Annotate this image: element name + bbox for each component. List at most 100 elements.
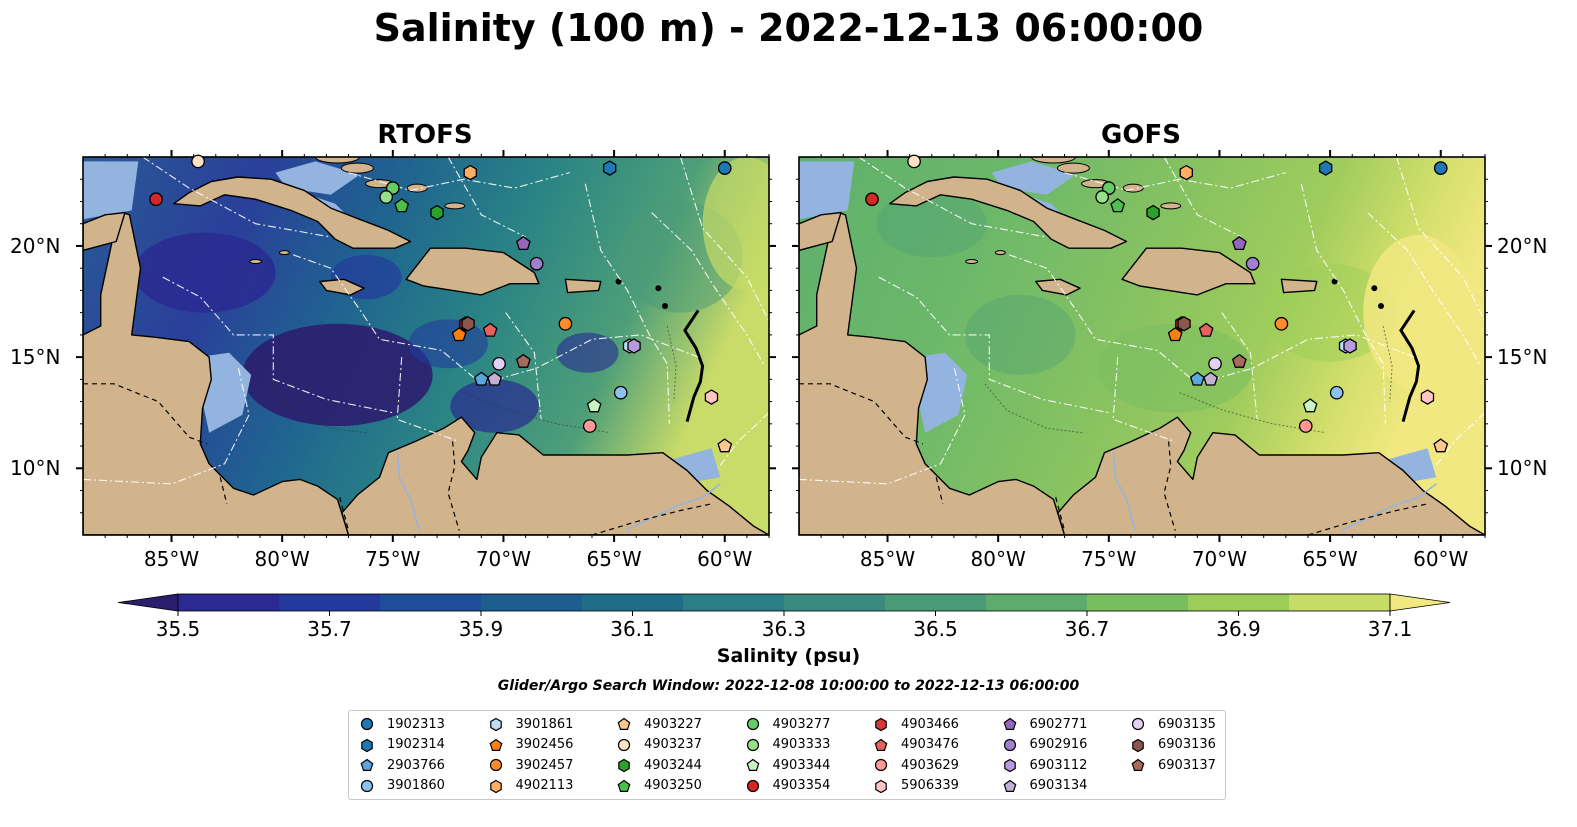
colorbar-swatch <box>683 594 785 611</box>
circle-marker-icon <box>1131 717 1145 731</box>
legend-label: 4903354 <box>772 778 831 793</box>
lon-tick-label: 85°W <box>859 547 916 571</box>
lon-tick-label: 65°W <box>586 547 642 571</box>
float-marker-6902916 <box>529 256 544 271</box>
legend-item: 4903629 <box>873 756 959 774</box>
lat-tick-label: 10°N <box>1497 456 1548 481</box>
pentagon-marker-icon <box>1131 758 1145 771</box>
panel-title-rtofs: RTOFS <box>377 120 473 150</box>
panel-title-gofs: GOFS <box>1101 120 1181 150</box>
land-southAm <box>1057 416 1485 535</box>
colorbar-tick-label: 35.5 <box>155 617 201 641</box>
legend-label: 6902916 <box>1029 737 1088 752</box>
legend-item: 6903135 <box>1130 715 1216 733</box>
float-marker-4903333 <box>1095 190 1110 204</box>
legend-label: 6903136 <box>1158 737 1216 752</box>
float-marker-4903244 <box>430 204 444 221</box>
colorbar-tick-label: 35.9 <box>458 617 504 641</box>
land-yucatanTop <box>83 211 126 252</box>
hexagon-marker-icon <box>875 717 887 732</box>
continental-shelf <box>991 161 1076 195</box>
legend-item: 4902113 <box>488 777 574 795</box>
float-marker-4903227 <box>1433 438 1449 453</box>
colorbar-tick-label: 36.5 <box>913 617 958 641</box>
legend-item: 4903244 <box>616 756 702 774</box>
float-marker-3902457 <box>1274 316 1289 331</box>
continental-shelf <box>1387 448 1437 482</box>
page-title: Salinity (100 m) - 2022-12-13 06:00:00 <box>373 6 1204 50</box>
float-marker-4903250 <box>1110 198 1126 213</box>
legend-item: 3901861 <box>488 715 573 733</box>
legend-item: 4903277 <box>745 715 830 733</box>
eez-boundary <box>679 157 769 322</box>
float-marker-4903237 <box>191 154 205 169</box>
eez-boundary <box>396 357 460 443</box>
legend-label: 4903244 <box>644 757 702 773</box>
float-marker-4903354 <box>149 192 163 207</box>
float-marker-6903137 <box>515 353 531 368</box>
colorbar-tick-label: 37.1 <box>1367 617 1413 641</box>
legend-item: 6902771 <box>1002 715 1087 733</box>
float-marker-4903629 <box>582 419 597 433</box>
continental-shelf <box>83 161 139 220</box>
legend-item: 6903136 <box>1130 736 1216 754</box>
legend-label: 6903112 <box>1029 757 1088 773</box>
eez-boundary <box>651 212 766 367</box>
circle-marker-icon <box>617 738 631 751</box>
legend-label: 6903134 <box>1029 778 1088 793</box>
float-marker-4903227 <box>717 438 733 453</box>
legend-item: 6903112 <box>1002 756 1088 774</box>
eez-boundary <box>1009 254 1415 385</box>
legend-item: 1902314 <box>359 736 445 754</box>
eez-boundary <box>505 312 542 420</box>
legend-label: 4903466 <box>901 716 959 732</box>
float-marker-4903476 <box>482 322 498 337</box>
legend-label: 4902113 <box>515 778 574 793</box>
float-marker-2903766 <box>473 371 489 386</box>
land-southAm <box>341 416 769 535</box>
float-marker-4902113 <box>1179 164 1193 181</box>
legend-label: 6903135 <box>1158 716 1216 732</box>
lat-tick-label: 20°N <box>1497 233 1548 258</box>
hexagon-marker-icon <box>618 758 630 773</box>
lon-tick-label: 60°W <box>697 547 753 571</box>
colorbar-swatch <box>481 594 583 611</box>
circle-marker-icon <box>1003 738 1016 751</box>
float-marker-6903136 <box>461 316 475 332</box>
float-marker-3902457 <box>558 316 573 331</box>
colorbar-swatch <box>380 594 482 611</box>
colorbar-swatch <box>1087 594 1189 611</box>
float-marker-6903134 <box>1203 371 1219 386</box>
lon-tick-label: 70°W <box>475 547 532 571</box>
legend-label: 4903250 <box>644 778 702 793</box>
eez-boundary <box>1367 212 1482 367</box>
eez-boundary <box>1433 412 1485 469</box>
hexagon-marker-icon <box>361 738 373 752</box>
pentagon-marker-icon <box>489 738 502 751</box>
eez-boundary <box>717 412 769 469</box>
lon-tick-label: 75°W <box>365 547 421 571</box>
legend-item: 3902457 <box>488 756 573 774</box>
legend-item: 3902456 <box>488 736 573 754</box>
colorbar-tick-label: 36.3 <box>761 617 807 641</box>
legend-item: 2903766 <box>359 756 445 774</box>
float-marker-4903344 <box>1302 398 1318 413</box>
eez-boundary <box>1163 157 1242 238</box>
float-marker-1902313 <box>717 161 732 175</box>
circle-marker-icon <box>746 779 759 792</box>
colorbar-label: Salinity (psu) <box>716 645 861 667</box>
legend-item: 6903134 <box>1002 777 1088 795</box>
legend-label: 4903227 <box>644 716 702 732</box>
continental-shelf <box>275 161 360 195</box>
lon-tick-label: 80°W <box>254 547 310 571</box>
eez-boundary <box>83 365 250 485</box>
pentagon-marker-icon <box>746 758 759 771</box>
legend-label: 4903333 <box>772 737 831 752</box>
map-frame <box>82 156 770 536</box>
lat-tick-label: 15°N <box>1497 345 1548 370</box>
hexagon-marker-icon <box>489 717 502 732</box>
legend-item: 4903227 <box>616 715 702 733</box>
colorbar-swatch <box>885 594 987 611</box>
float-marker-6902771 <box>1231 235 1247 251</box>
